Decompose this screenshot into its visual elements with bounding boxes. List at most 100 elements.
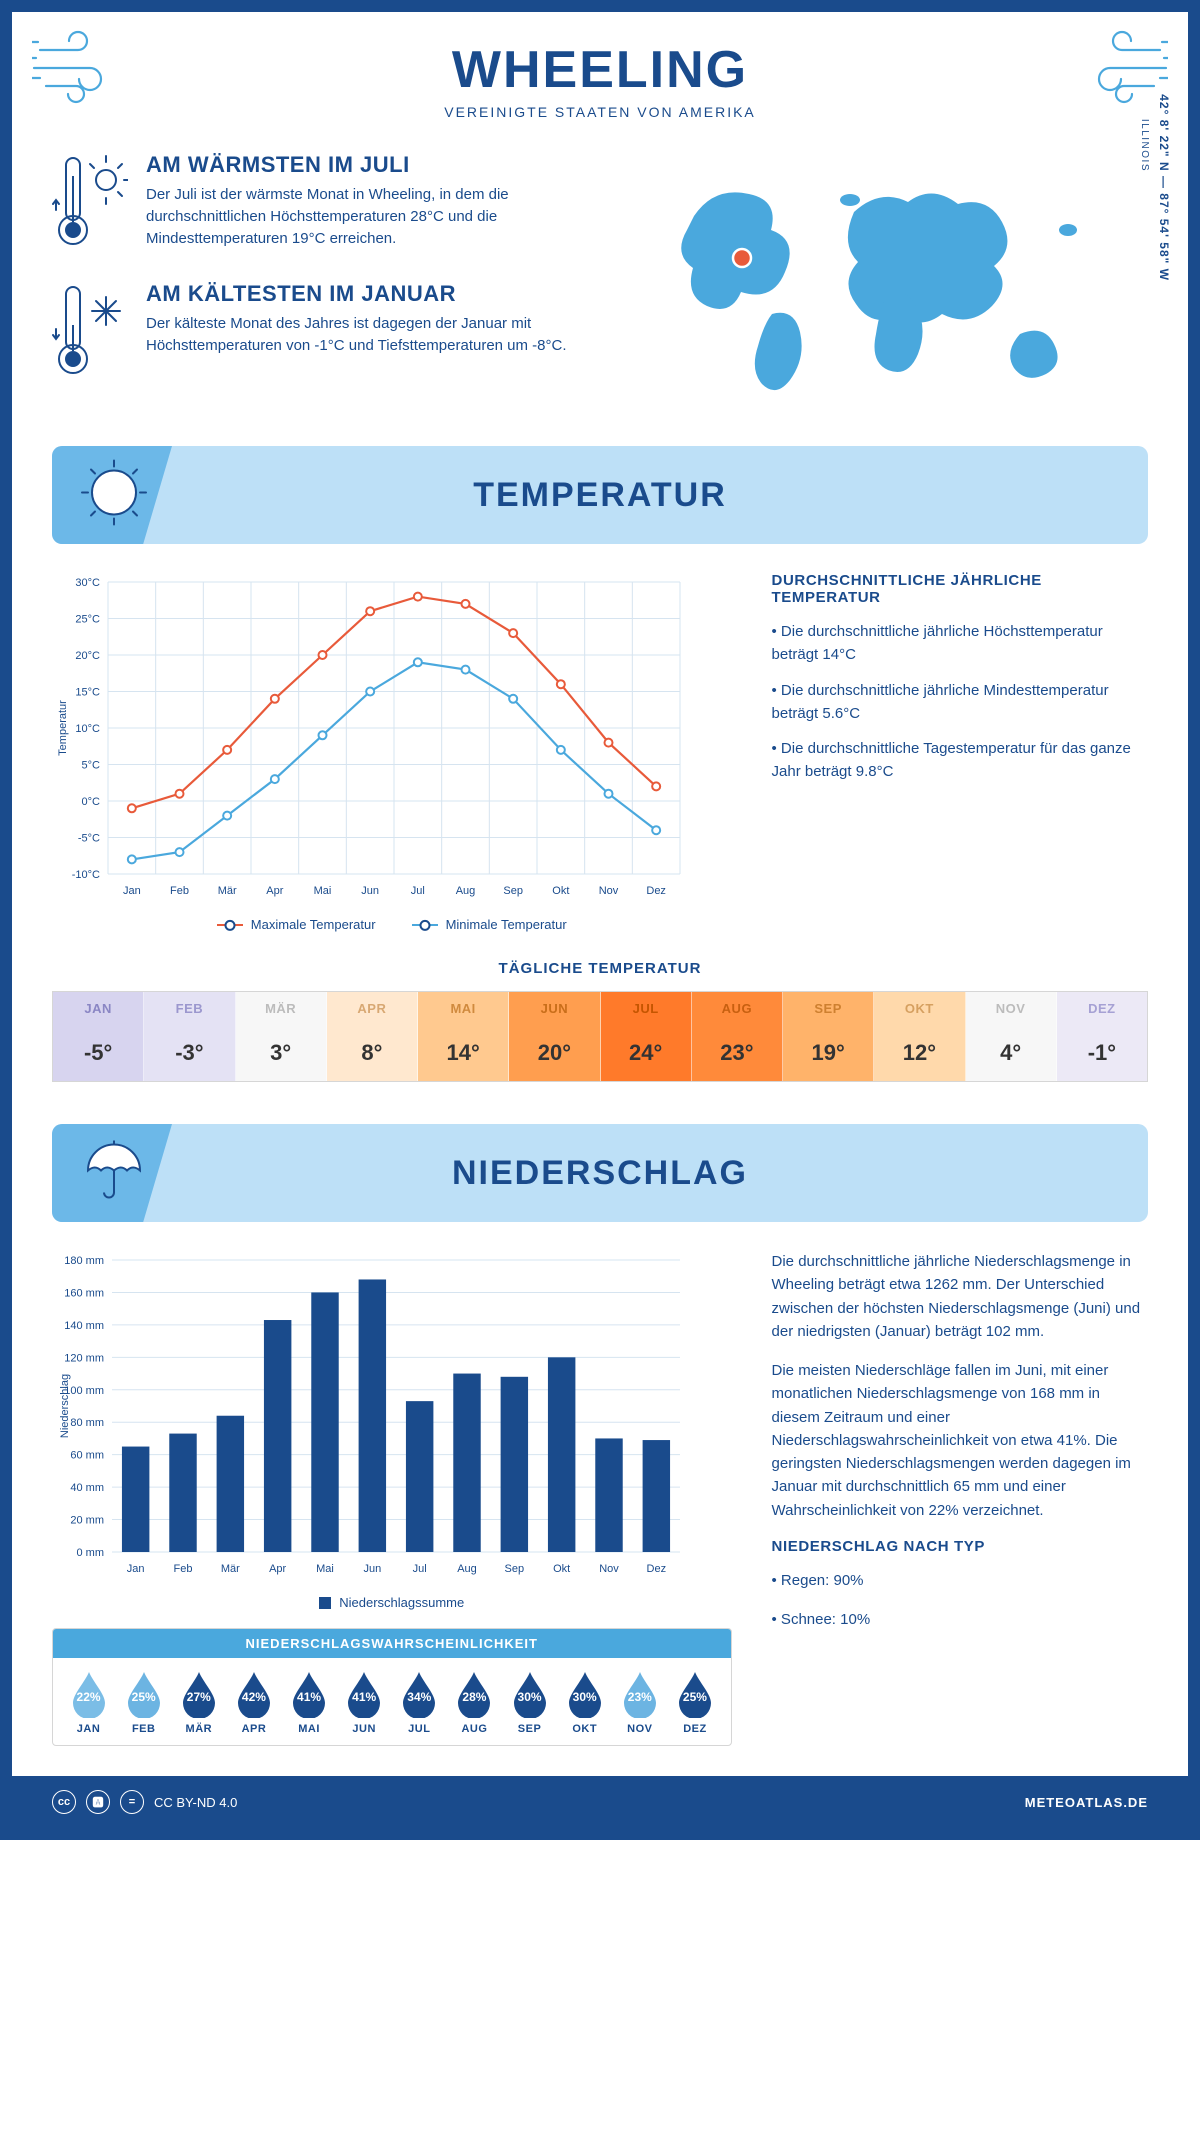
svg-text:Mär: Mär: [221, 1563, 240, 1575]
probability-title: NIEDERSCHLAGSWAHRSCHEINLICHKEIT: [53, 1629, 731, 1658]
svg-text:180 mm: 180 mm: [64, 1255, 104, 1267]
raindrop-icon: 34%: [399, 1670, 439, 1718]
fact-title: AM KÄLTESTEN IM JANUAR: [146, 281, 580, 307]
svg-text:Aug: Aug: [456, 885, 476, 897]
svg-text:Nov: Nov: [599, 1563, 619, 1575]
precipitation-chart: 0 mm20 mm40 mm60 mm80 mm100 mm120 mm140 …: [52, 1250, 732, 1746]
svg-text:60 mm: 60 mm: [70, 1450, 104, 1462]
svg-text:-10°C: -10°C: [72, 869, 100, 881]
raindrop-icon: 23%: [620, 1670, 660, 1718]
probability-cell: 22%JAN: [61, 1670, 116, 1735]
precipitation-summary: Die durchschnittliche jährliche Niedersc…: [772, 1250, 1148, 1647]
svg-text:140 mm: 140 mm: [64, 1320, 104, 1332]
cc-icon: cc: [52, 1790, 76, 1814]
raindrop-icon: 30%: [565, 1670, 605, 1718]
precip-type-title: NIEDERSCHLAG NACH TYP: [772, 1538, 1148, 1555]
summary-title: DURCHSCHNITTLICHE JÄHRLICHE TEMPERATUR: [772, 572, 1148, 606]
probability-cell: 23%NOV: [612, 1670, 667, 1735]
svg-text:Apr: Apr: [266, 885, 283, 897]
page-title: WHEELING: [52, 40, 1148, 100]
month-cell: OKT12°: [874, 992, 965, 1081]
summary-bullet: • Die durchschnittliche Tagestemperatur …: [772, 737, 1148, 784]
probability-cell: 27%MÄR: [171, 1670, 226, 1735]
svg-text:15°C: 15°C: [75, 687, 100, 699]
fact-coldest: AM KÄLTESTEN IM JANUAR Der kälteste Mona…: [52, 281, 580, 386]
precip-paragraph: Die meisten Niederschläge fallen im Juni…: [772, 1359, 1148, 1522]
precip-type-item: • Schnee: 10%: [772, 1608, 1148, 1631]
probability-cell: 41%JUN: [337, 1670, 392, 1735]
summary-bullet: • Die durchschnittliche jährliche Mindes…: [772, 679, 1148, 726]
svg-text:10°C: 10°C: [75, 723, 100, 735]
temperature-chart: -10°C-5°C0°C5°C10°C15°C20°C25°C30°CJanFe…: [52, 572, 732, 932]
probability-cell: 25%FEB: [116, 1670, 171, 1735]
precip-probability-box: NIEDERSCHLAGSWAHRSCHEINLICHKEIT 22%JAN25…: [52, 1628, 732, 1746]
month-cell: AUG23°: [692, 992, 783, 1081]
month-cell: JUN20°: [509, 992, 600, 1081]
svg-text:30°C: 30°C: [75, 577, 100, 589]
fact-text: Der kälteste Monat des Jahres ist dagege…: [146, 313, 580, 357]
section-title: NIEDERSCHLAG: [52, 1154, 1148, 1193]
svg-text:Mai: Mai: [314, 885, 332, 897]
svg-text:120 mm: 120 mm: [64, 1352, 104, 1364]
fact-warmest: AM WÄRMSTEN IM JULI Der Juli ist der wär…: [52, 152, 580, 257]
legend-label: Maximale Temperatur: [251, 917, 376, 932]
svg-text:Jan: Jan: [127, 1563, 145, 1575]
month-cell: FEB-3°: [144, 992, 235, 1081]
chart-legend: Niederschlagssumme: [52, 1595, 732, 1610]
raindrop-icon: 25%: [124, 1670, 164, 1718]
svg-text:Aug: Aug: [457, 1563, 477, 1575]
world-map: ILLINOIS 42° 8' 22" N — 87° 54' 58" W: [620, 152, 1148, 410]
month-cell: MAI14°: [418, 992, 509, 1081]
svg-text:0°C: 0°C: [82, 796, 101, 808]
state-label: ILLINOIS: [1139, 119, 1150, 172]
svg-text:Mai: Mai: [316, 1563, 334, 1575]
svg-text:Sep: Sep: [505, 1563, 525, 1575]
legend-label: Niederschlagssumme: [339, 1595, 464, 1610]
daily-temp-strip: JAN-5°FEB-3°MÄR3°APR8°MAI14°JUN20°JUL24°…: [52, 991, 1148, 1082]
page-subtitle: VEREINIGTE STAATEN VON AMERIKA: [52, 104, 1148, 120]
svg-text:Feb: Feb: [174, 1563, 193, 1575]
svg-text:Okt: Okt: [552, 885, 569, 897]
svg-text:0 mm: 0 mm: [77, 1547, 105, 1559]
svg-text:Jul: Jul: [413, 1563, 427, 1575]
svg-text:5°C: 5°C: [82, 760, 101, 772]
wind-icon: [1078, 30, 1168, 111]
temperature-summary: DURCHSCHNITTLICHE JÄHRLICHE TEMPERATUR •…: [772, 572, 1148, 796]
section-title: TEMPERATUR: [52, 476, 1148, 515]
svg-text:Temperatur: Temperatur: [57, 700, 69, 756]
by-icon: 🅰: [86, 1790, 110, 1814]
probability-cell: 25%DEZ: [667, 1670, 722, 1735]
svg-text:Jan: Jan: [123, 885, 141, 897]
svg-text:20 mm: 20 mm: [70, 1515, 104, 1527]
month-cell: JAN-5°: [53, 992, 144, 1081]
sun-icon: [78, 457, 150, 534]
svg-text:Sep: Sep: [503, 885, 523, 897]
month-cell: SEP19°: [783, 992, 874, 1081]
month-cell: NOV4°: [966, 992, 1057, 1081]
raindrop-icon: 41%: [344, 1670, 384, 1718]
daily-temp-title: TÄGLICHE TEMPERATUR: [52, 960, 1148, 977]
svg-text:Dez: Dez: [647, 1563, 667, 1575]
svg-text:Mär: Mär: [218, 885, 237, 897]
section-banner-precipitation: NIEDERSCHLAG: [52, 1124, 1148, 1222]
site-name: METEOATLAS.DE: [1025, 1795, 1148, 1810]
raindrop-icon: 42%: [234, 1670, 274, 1718]
section-banner-temperature: TEMPERATUR: [52, 446, 1148, 544]
precip-type-item: • Regen: 90%: [772, 1569, 1148, 1592]
raindrop-icon: 30%: [510, 1670, 550, 1718]
month-cell: APR8°: [327, 992, 418, 1081]
svg-text:Jun: Jun: [363, 1563, 381, 1575]
month-cell: DEZ-1°: [1057, 992, 1147, 1081]
infographic-frame: WHEELING VEREINIGTE STAATEN VON AMERIKA …: [0, 0, 1200, 1840]
license-text: CC BY-ND 4.0: [154, 1795, 237, 1810]
facts-column: AM WÄRMSTEN IM JULI Der Juli ist der wär…: [52, 152, 580, 410]
svg-text:25°C: 25°C: [75, 614, 100, 626]
chart-legend: Maximale Temperatur Minimale Temperatur: [52, 917, 732, 932]
precipitation-row: 0 mm20 mm40 mm60 mm80 mm100 mm120 mm140 …: [52, 1250, 1148, 1746]
svg-text:Apr: Apr: [269, 1563, 286, 1575]
raindrop-icon: 28%: [454, 1670, 494, 1718]
coordinates: 42° 8' 22" N — 87° 54' 58" W: [1157, 94, 1171, 281]
thermometer-sun-icon: [52, 152, 128, 257]
svg-text:Jul: Jul: [411, 885, 425, 897]
svg-text:80 mm: 80 mm: [70, 1417, 104, 1429]
